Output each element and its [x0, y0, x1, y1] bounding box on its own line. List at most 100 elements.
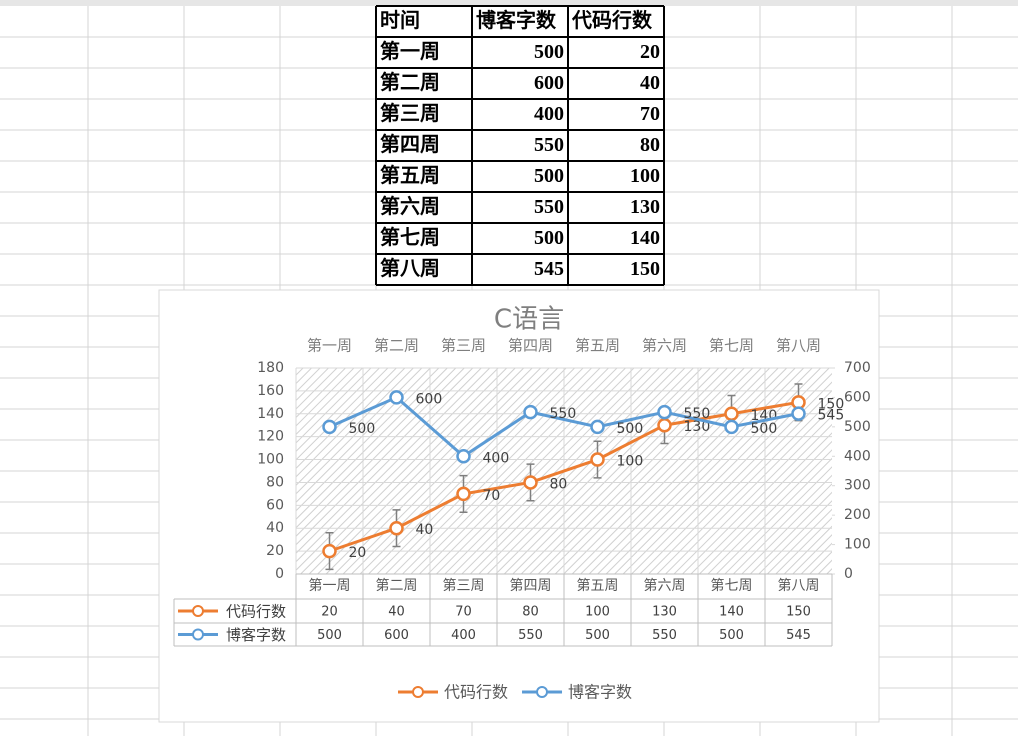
table-cell: 第一周 — [380, 39, 440, 63]
x-tick-label: 第四周 — [510, 577, 552, 594]
data-table-value: 500 — [317, 628, 342, 643]
point — [657, 417, 672, 433]
y2-tick-label: 300 — [844, 478, 871, 494]
point — [389, 520, 404, 536]
legend-label: 代码行数 — [444, 683, 508, 702]
point — [657, 404, 672, 420]
data-label: 500 — [349, 421, 376, 437]
data-table-value: 500 — [585, 628, 610, 643]
y2-tick-label: 400 — [844, 448, 871, 464]
x-tick-label: 第八周 — [778, 577, 820, 594]
table-cell: 第八周 — [380, 256, 440, 280]
data-label: 100 — [617, 454, 644, 470]
table-cell: 500 — [534, 41, 564, 63]
table-cell: 第四周 — [380, 132, 440, 156]
top-category-label: 第八周 — [776, 337, 821, 355]
legend-label: 博客字数 — [568, 683, 632, 702]
table-cell: 第五周 — [380, 163, 440, 187]
data-table-key-marker — [192, 628, 204, 641]
toolbar-edge — [0, 0, 1018, 6]
data-label: 600 — [416, 391, 443, 407]
data-table-value: 80 — [522, 605, 539, 620]
table-cell: 第七周 — [380, 225, 440, 249]
chart: 0 20 40 60 80 100 120 140 160 180 0 100 200 300 400 500… — [173, 337, 871, 702]
table-cell: 600 — [534, 72, 564, 94]
data-table-value: 70 — [455, 605, 472, 620]
table-cell: 40 — [640, 72, 660, 94]
series-line — [328, 395, 799, 459]
data-label: 550 — [550, 406, 577, 422]
table-fill — [376, 6, 664, 285]
data-label: 70 — [483, 488, 501, 504]
header-cell: 时间 — [380, 9, 420, 32]
point — [590, 419, 605, 435]
y-tick-label: 160 — [257, 383, 284, 399]
table-cell: 550 — [534, 196, 564, 218]
table-cell: 500 — [534, 165, 564, 187]
point — [456, 449, 471, 464]
top-category-label: 第七周 — [709, 337, 754, 355]
data-label: 40 — [416, 522, 434, 538]
point — [724, 419, 739, 435]
data-table-value: 130 — [652, 605, 677, 620]
table-cell: 400 — [534, 103, 564, 125]
chart-title: C语言 — [494, 305, 564, 335]
point — [322, 543, 337, 559]
x-tick-label: 第六周 — [644, 577, 686, 594]
y-tick-label: 60 — [266, 497, 284, 513]
point — [389, 390, 404, 405]
point — [523, 475, 538, 490]
y-tick-label: 140 — [257, 406, 284, 422]
point — [590, 452, 605, 467]
y-tick-label: 100 — [257, 452, 284, 468]
legend-key-marker — [412, 686, 424, 698]
x-tick-label: 第一周 — [309, 577, 351, 594]
header-cell: 博客字数 — [476, 8, 557, 32]
data-label: 20 — [349, 545, 367, 561]
data-label: 550 — [684, 406, 711, 422]
data-label: 130 — [684, 419, 711, 435]
point — [724, 406, 739, 422]
y2-tick-label: 200 — [844, 507, 871, 523]
point — [523, 404, 538, 420]
point — [322, 419, 337, 435]
top-category-label: 第一周 — [307, 337, 352, 355]
data-table-value: 140 — [719, 605, 744, 620]
data-table-value: 400 — [451, 628, 476, 643]
y-tick-label: 120 — [257, 429, 284, 445]
data-label: 500 — [617, 421, 644, 437]
data-table-value: 545 — [786, 628, 811, 643]
table-cell: 150 — [630, 258, 660, 280]
data-table-series-name: 代码行数 — [226, 603, 286, 621]
data-label: 150 — [818, 396, 845, 412]
table-cell: 70 — [640, 103, 660, 125]
y-tick-label: 0 — [275, 566, 284, 582]
top-category-label: 第三周 — [441, 337, 486, 355]
table-cell: 550 — [534, 134, 564, 156]
y-tick-label: 180 — [257, 360, 284, 376]
x-tick-label: 第二周 — [376, 577, 418, 594]
table-cell: 130 — [630, 196, 660, 218]
table-cell: 545 — [534, 258, 564, 280]
table-cell: 第六周 — [380, 194, 440, 218]
y2-tick-label: 500 — [844, 419, 871, 435]
data-table-key-marker — [192, 605, 204, 617]
table-cell: 第三周 — [380, 101, 440, 125]
series-line — [329, 400, 799, 553]
y-tick-label: 40 — [266, 520, 284, 536]
x-tick-label: 第三周 — [443, 577, 485, 594]
table-cell: 500 — [534, 227, 564, 249]
data-table-value: 600 — [384, 628, 409, 643]
data-table-value: 100 — [585, 605, 610, 620]
header-cell: 代码行数 — [571, 8, 653, 32]
data-label: 500 — [751, 421, 778, 437]
data-table-value: 550 — [518, 628, 543, 643]
top-category-label: 第四周 — [508, 337, 553, 355]
point — [791, 406, 806, 421]
top-category-label: 第六周 — [642, 337, 687, 355]
data-label: 545 — [818, 408, 845, 424]
top-category-label: 第二周 — [374, 337, 419, 355]
